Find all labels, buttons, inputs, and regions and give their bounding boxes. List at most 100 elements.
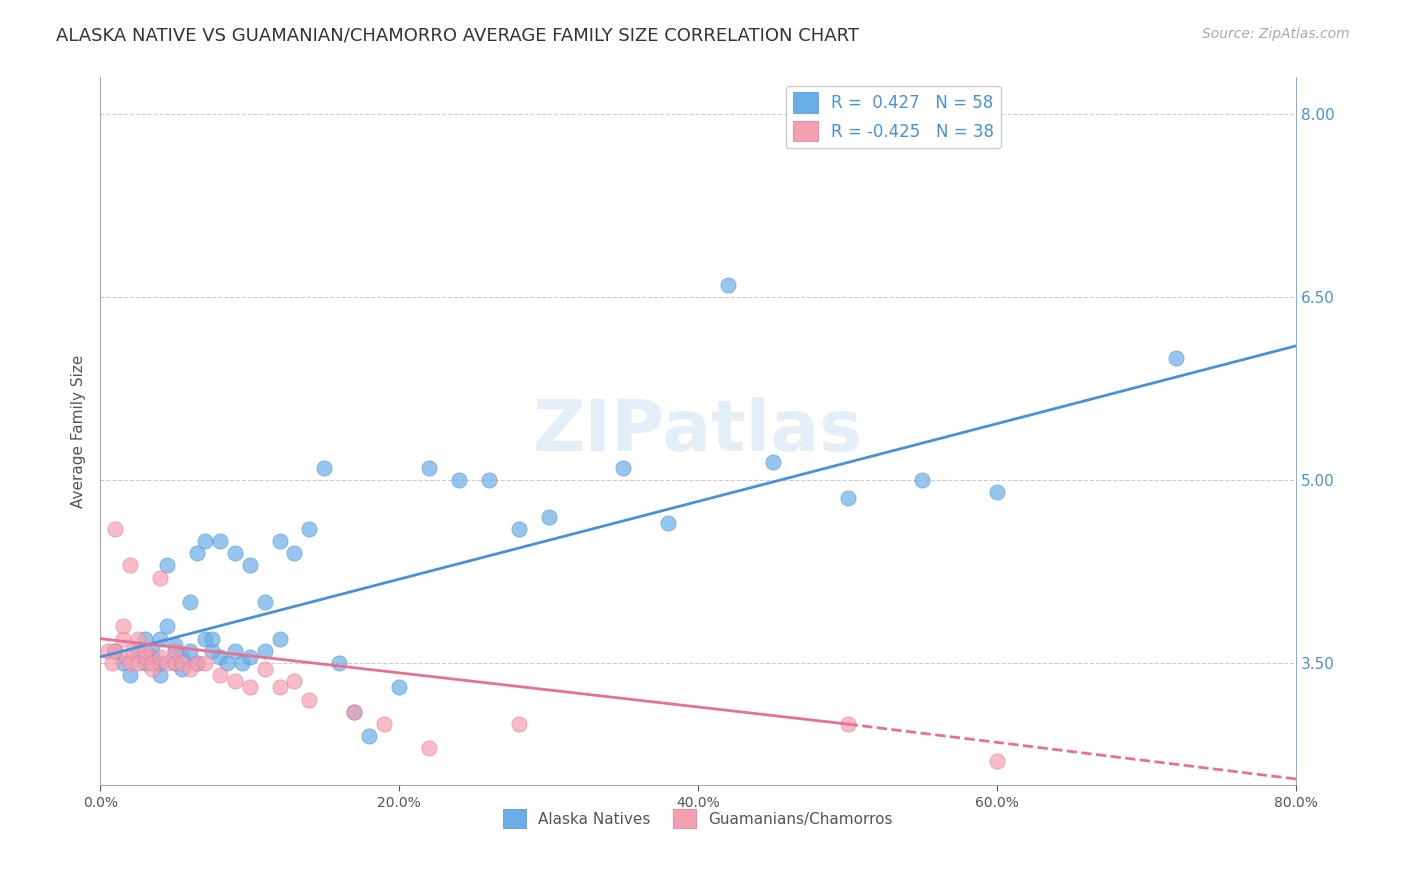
Point <box>298 522 321 536</box>
Point <box>762 455 785 469</box>
Point <box>179 595 201 609</box>
Point <box>156 656 179 670</box>
Point <box>141 650 163 665</box>
Point <box>149 656 172 670</box>
Point <box>122 644 145 658</box>
Point <box>911 473 934 487</box>
Point <box>208 534 231 549</box>
Text: Source: ZipAtlas.com: Source: ZipAtlas.com <box>1202 27 1350 41</box>
Point <box>179 644 201 658</box>
Point <box>118 558 141 573</box>
Point <box>478 473 501 487</box>
Point <box>134 644 156 658</box>
Point <box>186 656 208 670</box>
Point <box>837 717 859 731</box>
Point <box>134 632 156 646</box>
Point <box>717 277 740 292</box>
Point <box>239 558 262 573</box>
Point <box>194 656 217 670</box>
Point <box>208 668 231 682</box>
Point <box>1166 351 1188 365</box>
Point <box>172 662 194 676</box>
Point <box>388 681 411 695</box>
Point <box>134 656 156 670</box>
Point <box>104 644 127 658</box>
Point <box>104 644 127 658</box>
Point <box>141 662 163 676</box>
Point <box>418 741 440 756</box>
Point <box>156 619 179 633</box>
Point <box>163 644 186 658</box>
Point <box>179 662 201 676</box>
Point <box>156 558 179 573</box>
Point <box>208 650 231 665</box>
Point <box>141 644 163 658</box>
Point <box>127 632 149 646</box>
Point <box>149 650 172 665</box>
Point <box>612 461 634 475</box>
Point <box>253 662 276 676</box>
Point <box>186 656 208 670</box>
Point <box>134 650 156 665</box>
Point <box>115 650 138 665</box>
Point <box>201 632 224 646</box>
Point <box>127 644 149 658</box>
Point <box>172 650 194 665</box>
Point <box>201 644 224 658</box>
Point <box>163 638 186 652</box>
Point <box>163 656 186 670</box>
Point <box>231 656 253 670</box>
Point <box>111 656 134 670</box>
Point <box>986 485 1008 500</box>
Point <box>118 668 141 682</box>
Point <box>373 717 395 731</box>
Point <box>253 644 276 658</box>
Point <box>283 546 305 560</box>
Point <box>149 632 172 646</box>
Text: ALASKA NATIVE VS GUAMANIAN/CHAMORRO AVERAGE FAMILY SIZE CORRELATION CHART: ALASKA NATIVE VS GUAMANIAN/CHAMORRO AVER… <box>56 27 859 45</box>
Point <box>837 491 859 506</box>
Point <box>343 705 366 719</box>
Point <box>111 619 134 633</box>
Y-axis label: Average Family Size: Average Family Size <box>72 355 86 508</box>
Point <box>269 681 291 695</box>
Point <box>141 656 163 670</box>
Point <box>118 656 141 670</box>
Point <box>418 461 440 475</box>
Point <box>101 656 124 670</box>
Point <box>269 632 291 646</box>
Point <box>343 705 366 719</box>
Point <box>224 674 246 689</box>
Point <box>224 546 246 560</box>
Point <box>239 681 262 695</box>
Legend: Alaska Natives, Guamanians/Chamorros: Alaska Natives, Guamanians/Chamorros <box>496 803 900 834</box>
Point <box>298 692 321 706</box>
Point <box>537 509 560 524</box>
Point <box>104 522 127 536</box>
Point <box>194 632 217 646</box>
Text: ZIPatlas: ZIPatlas <box>533 397 863 466</box>
Point <box>314 461 336 475</box>
Point <box>194 534 217 549</box>
Point <box>217 656 239 670</box>
Point <box>269 534 291 549</box>
Point <box>172 656 194 670</box>
Point <box>986 754 1008 768</box>
Point <box>163 644 186 658</box>
Point <box>328 656 350 670</box>
Point <box>149 668 172 682</box>
Point <box>163 656 186 670</box>
Point <box>127 656 149 670</box>
Point <box>359 729 381 743</box>
Point <box>111 632 134 646</box>
Point <box>149 571 172 585</box>
Point <box>447 473 470 487</box>
Point <box>253 595 276 609</box>
Point <box>657 516 679 530</box>
Point <box>508 717 530 731</box>
Point <box>186 546 208 560</box>
Point <box>239 650 262 665</box>
Point <box>224 644 246 658</box>
Point <box>97 644 120 658</box>
Point <box>508 522 530 536</box>
